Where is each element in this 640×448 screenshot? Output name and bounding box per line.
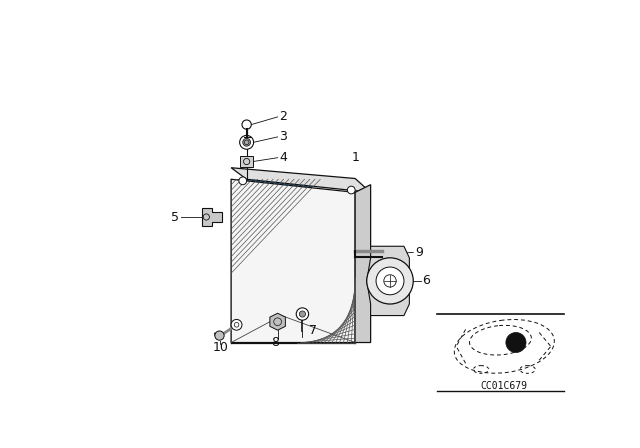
Polygon shape [231, 179, 355, 343]
Text: 2: 2 [279, 110, 287, 123]
Text: 8: 8 [271, 336, 279, 349]
Polygon shape [231, 179, 320, 273]
Polygon shape [231, 168, 371, 192]
Text: 4: 4 [279, 151, 287, 164]
Polygon shape [241, 156, 253, 167]
Circle shape [239, 177, 246, 185]
Text: 9: 9 [415, 246, 422, 259]
Circle shape [296, 308, 308, 320]
Circle shape [376, 267, 404, 295]
Text: 3: 3 [279, 130, 287, 143]
Circle shape [239, 135, 253, 149]
Circle shape [215, 331, 224, 340]
Text: 5: 5 [172, 211, 179, 224]
Circle shape [243, 138, 250, 146]
Polygon shape [367, 246, 410, 315]
Circle shape [348, 186, 355, 194]
Text: 1: 1 [351, 151, 359, 164]
Circle shape [231, 319, 242, 330]
Text: 7: 7 [309, 324, 317, 337]
Circle shape [300, 311, 305, 317]
Circle shape [242, 120, 252, 129]
Text: CC01C679: CC01C679 [481, 381, 528, 392]
Text: 10: 10 [213, 341, 229, 354]
Circle shape [506, 332, 526, 353]
Polygon shape [355, 185, 371, 343]
Polygon shape [202, 208, 222, 226]
Circle shape [367, 258, 413, 304]
Polygon shape [270, 313, 285, 330]
Text: 6: 6 [422, 275, 431, 288]
